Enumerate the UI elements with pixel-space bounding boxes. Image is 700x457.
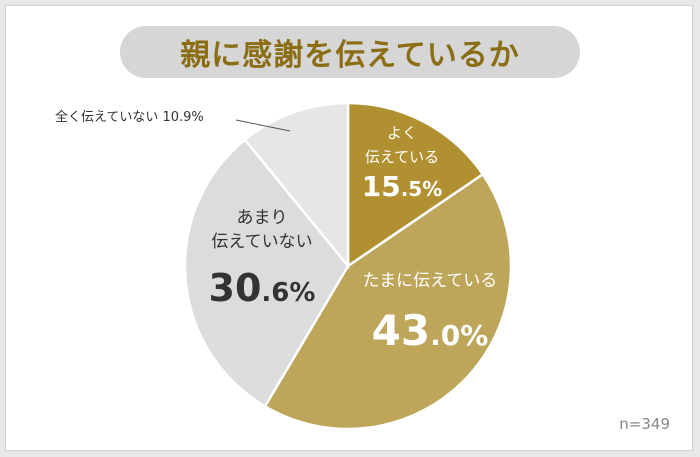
pie-slice [263, 172, 513, 431]
slice-label: 全く伝えていない 10.9% [55, 109, 204, 125]
chart-title: 親に感謝を伝えているか [120, 26, 580, 78]
pie-slice [346, 101, 485, 269]
pie-slice [183, 137, 350, 409]
slice-label: 伝えている [365, 148, 439, 166]
pie-slice [243, 101, 350, 270]
slice-label: 伝えていない [211, 232, 312, 252]
slice-label: あまり [237, 208, 288, 228]
sample-size-note: n=349 [619, 415, 670, 433]
slice-label: よく [387, 124, 417, 142]
slice-value-label: 30.6% [209, 266, 316, 310]
slice-label: たまに伝えている [363, 271, 498, 291]
slice-value-label: 43.0% [372, 306, 489, 355]
slice-value-label: 15.5% [362, 170, 443, 203]
leader-line [235, 119, 291, 132]
